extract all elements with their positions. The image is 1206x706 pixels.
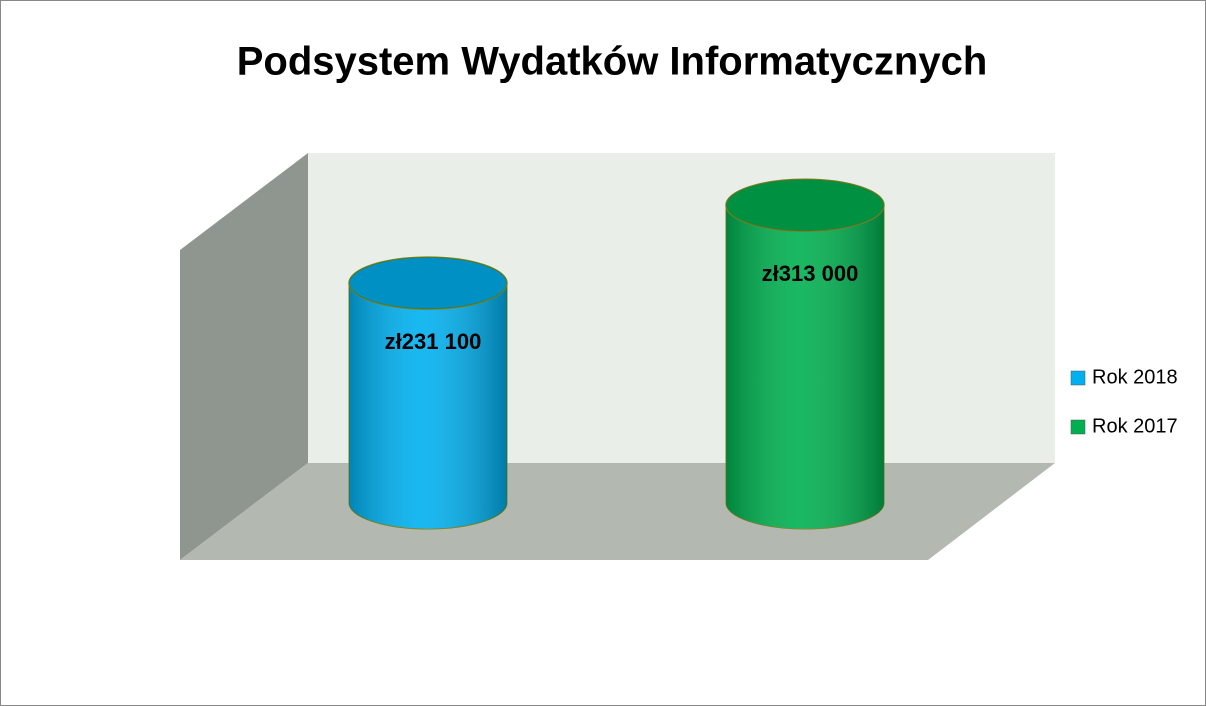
cylinder-shade	[349, 283, 507, 529]
data-label: zł313 000	[762, 261, 859, 286]
side-wall	[180, 153, 308, 560]
chart-title: Podsystem Wydatków Informatycznych	[237, 40, 988, 84]
cylinder-top-shade	[349, 257, 507, 310]
cylinder-top	[348, 256, 508, 310]
cylinder-top	[725, 178, 885, 232]
cylinder-shade	[726, 205, 884, 529]
legend-label: Rok 2018	[1092, 366, 1178, 388]
legend-label: Rok 2017	[1092, 415, 1178, 437]
legend-swatch	[1070, 370, 1086, 386]
floor	[180, 463, 1055, 560]
legend-swatch	[1070, 419, 1086, 435]
cylinder-top-shade	[726, 179, 884, 232]
data-label: zł231 100	[385, 329, 482, 354]
